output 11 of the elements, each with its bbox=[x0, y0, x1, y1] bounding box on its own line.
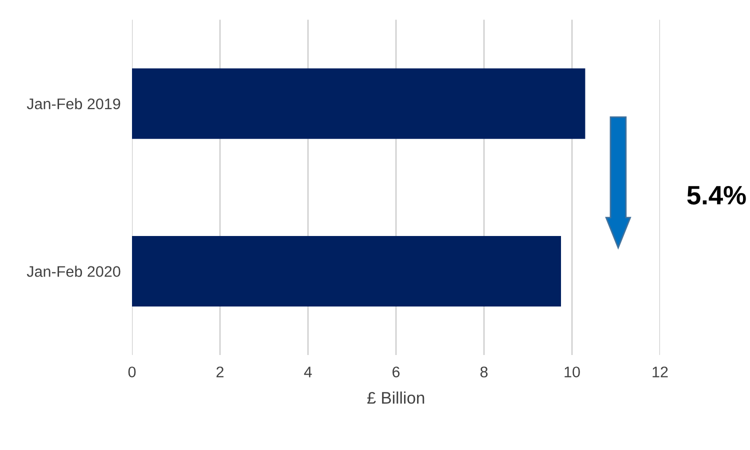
y-tick-label: Jan-Feb 2019 bbox=[26, 98, 120, 110]
x-tick-label: 12 bbox=[652, 366, 668, 378]
x-tick-label: 10 bbox=[564, 366, 580, 378]
x-tick-label: 4 bbox=[304, 366, 312, 378]
x-axis-title: £ Billion bbox=[367, 392, 424, 404]
x-tick-label: 2 bbox=[216, 366, 224, 378]
x-tick-label: 8 bbox=[480, 366, 488, 378]
y-tick-label: Jan-Feb 2020 bbox=[26, 266, 120, 277]
text: 5.4% bbox=[687, 186, 746, 205]
x-tick-label: 0 bbox=[128, 366, 136, 378]
x-tick-label: 6 bbox=[392, 366, 400, 378]
